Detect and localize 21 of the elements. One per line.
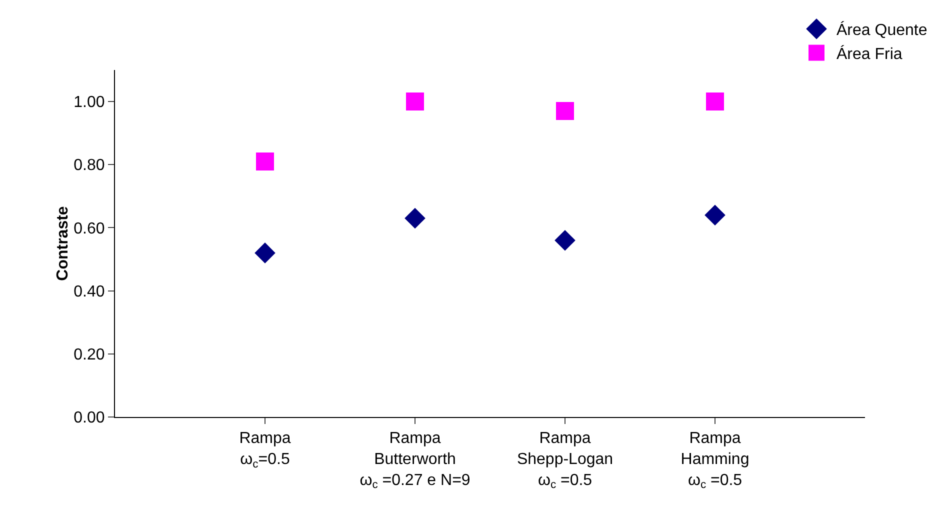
y-tick-label: 0.60 xyxy=(74,220,105,238)
y-tick-label: 0.40 xyxy=(74,283,105,300)
point xyxy=(256,152,274,170)
legend-label: Área Fria xyxy=(836,44,902,63)
point xyxy=(406,92,424,111)
x-tick-label: Rampa Butterworth ω$_{c}$ =0.27 e N=9 xyxy=(360,430,470,492)
point xyxy=(254,242,276,264)
point xyxy=(556,102,574,120)
x-tick-label: Rampa Shepp-Logan ω$_{c}$ =0.5 xyxy=(516,430,614,492)
point xyxy=(704,204,726,226)
y-tick-label: 0.20 xyxy=(74,346,105,364)
legend-label: Área Quente xyxy=(836,21,928,40)
x-tick-label: Rampa Hamming ω$_{c}$ =0.5 xyxy=(680,430,750,492)
point xyxy=(554,230,576,251)
y-tick-label: 0.80 xyxy=(74,157,105,174)
y-axis-title: Contraste xyxy=(54,206,72,281)
x-tick-label: Rampa ω$_{c}$=0.5 xyxy=(239,430,291,470)
y-tick-label: 0.00 xyxy=(74,410,105,427)
point xyxy=(404,208,426,229)
point xyxy=(706,92,724,111)
y-tick-label: 1.00 xyxy=(74,94,105,112)
